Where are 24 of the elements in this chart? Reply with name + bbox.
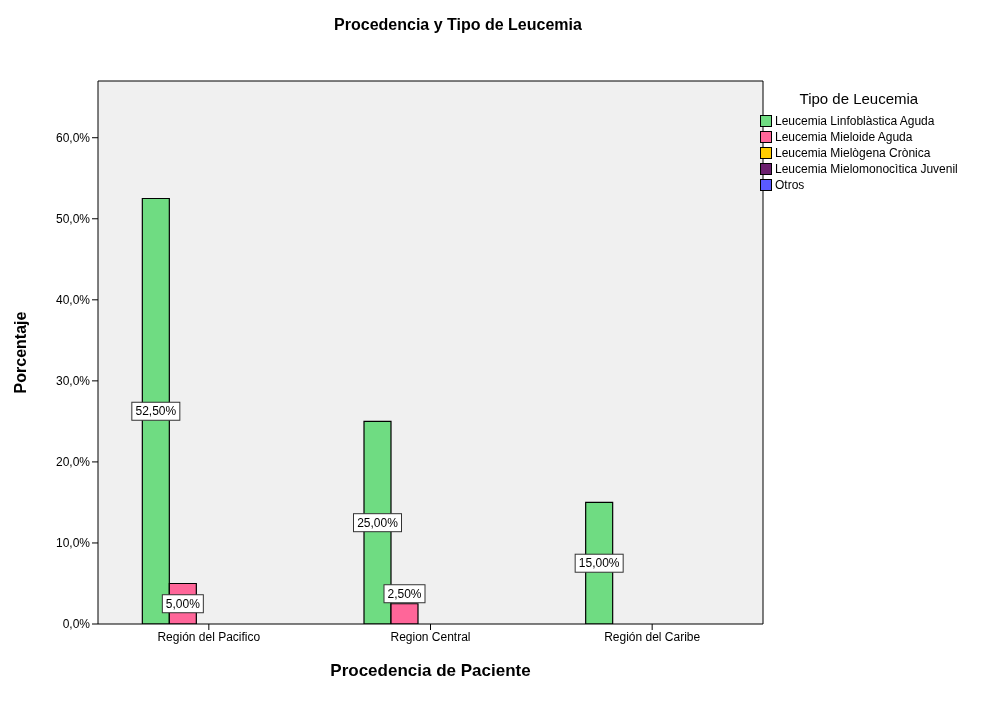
data-label: 2,50% <box>387 586 422 601</box>
chart-title: Procedencia y Tipo de Leucemia <box>333 16 583 34</box>
y-tick-label: 20,0% <box>55 455 91 470</box>
y-tick-label: 40,0% <box>55 293 91 308</box>
legend-label: Leucemia Linfoblàstica Aguda <box>775 114 935 128</box>
data-label: 5,00% <box>165 596 201 611</box>
legend-label: Otros <box>775 178 805 192</box>
y-tick-label: 60,0% <box>55 130 91 145</box>
legend-label: Leucemia Mieloide Aguda <box>775 130 913 144</box>
y-tick-label: 0,0% <box>62 617 91 632</box>
x-tick-label: Region Central <box>390 629 471 644</box>
data-label: 25,00% <box>357 515 399 530</box>
x-tick-label: Región del Caribe <box>604 629 701 644</box>
x-tick-label: Región del Pacifico <box>157 629 261 644</box>
legend-label: Leucemia Mielomonocìtica Juvenil <box>775 162 958 176</box>
y-axis-title: Porcentaje <box>11 311 29 394</box>
legend-title: Tipo de Leucemia <box>798 90 920 107</box>
y-tick-label: 30,0% <box>55 374 91 389</box>
legend-label: Leucemia Mielògena Crònica <box>775 146 931 160</box>
x-axis-title: Procedencia de Paciente <box>330 661 531 680</box>
data-label: 15,00% <box>578 556 620 571</box>
data-label: 52,50% <box>135 404 177 419</box>
y-tick-label: 10,0% <box>55 536 91 551</box>
y-tick-label: 50,0% <box>55 212 91 227</box>
